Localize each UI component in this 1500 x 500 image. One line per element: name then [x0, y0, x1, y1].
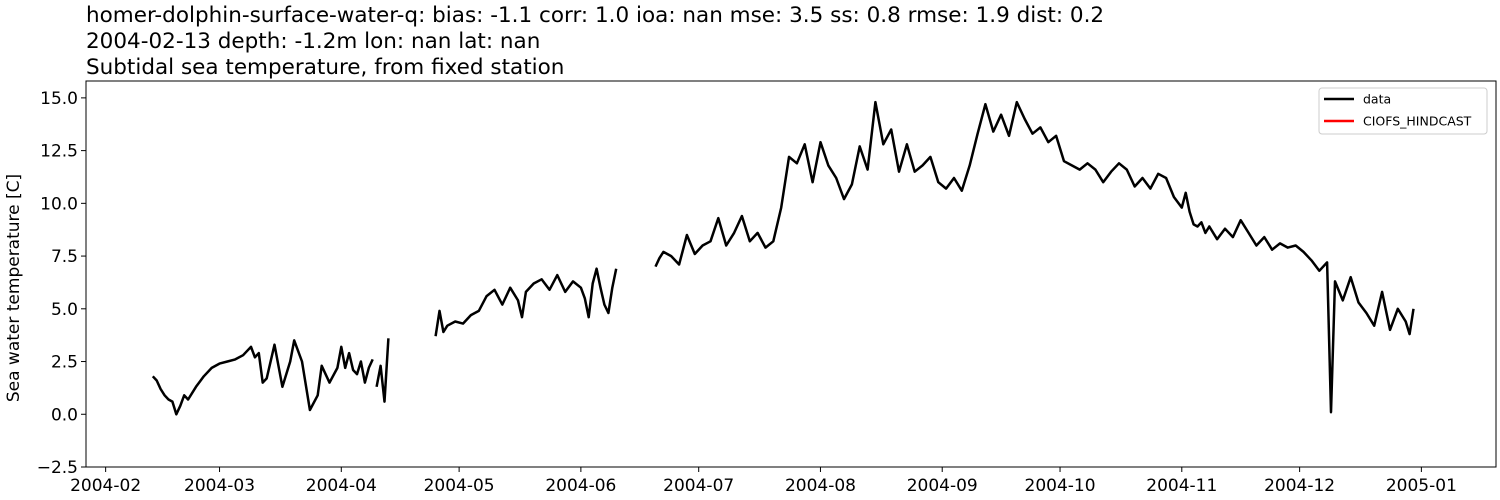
x-tick-label: 2004-12	[1264, 476, 1335, 496]
x-tick-label: 2004-08	[785, 476, 856, 496]
x-tick-label: 2004-07	[663, 476, 734, 496]
series-line-segment	[434, 267, 618, 337]
y-tick-label: 0.0	[51, 405, 78, 425]
legend-frame	[1318, 87, 1488, 135]
y-tick-label: 5.0	[51, 300, 78, 320]
x-tick-label: 2004-05	[424, 476, 495, 496]
y-tick-label: 15.0	[40, 89, 78, 109]
series-line-segment	[654, 100, 1415, 414]
title-line-3: Subtidal sea temperature, from fixed sta…	[86, 55, 564, 80]
axis-ticks: −2.5 0.0 2.5 5.0 7.5 10.0 12.5 15.0 2004-02 2004-…	[37, 89, 1457, 496]
x-tick-label: 2004-04	[306, 476, 377, 496]
x-tick-label: 2004-03	[184, 476, 255, 496]
x-tick-label: 2005-01	[1386, 476, 1457, 496]
y-tick-label: −2.5	[37, 458, 78, 478]
x-tick-label: 2004-10	[1025, 476, 1096, 496]
title-line-2: 2004-02-13 depth: -1.2m lon: nan lat: na…	[86, 29, 540, 54]
x-tick-label: 2004-11	[1146, 476, 1217, 496]
y-tick-label: 12.5	[40, 142, 78, 162]
plot-area-frame	[85, 80, 1497, 468]
y-tick-label: 2.5	[51, 353, 78, 373]
legend-label-hindcast: CIOFS_HINDCAST	[1363, 114, 1472, 129]
series-line-segment	[151, 339, 374, 416]
x-tick-label: 2004-02	[70, 476, 141, 496]
legend: data CIOFS_HINDCAST	[1318, 87, 1488, 135]
y-tick-label: 10.0	[40, 194, 78, 214]
y-tick-label: 7.5	[51, 247, 78, 267]
x-tick-label: 2004-09	[907, 476, 978, 496]
chart-title: homer-dolphin-surface-water-q: bias: -1.…	[86, 3, 1104, 80]
series-layer	[151, 100, 1415, 416]
title-line-1: homer-dolphin-surface-water-q: bias: -1.…	[86, 3, 1104, 28]
legend-label-data: data	[1363, 92, 1391, 107]
x-tick-label: 2004-06	[545, 476, 616, 496]
y-axis-label: Sea water temperature [C]	[4, 174, 24, 402]
series-line-segment	[375, 338, 390, 403]
series-data	[151, 100, 1415, 416]
